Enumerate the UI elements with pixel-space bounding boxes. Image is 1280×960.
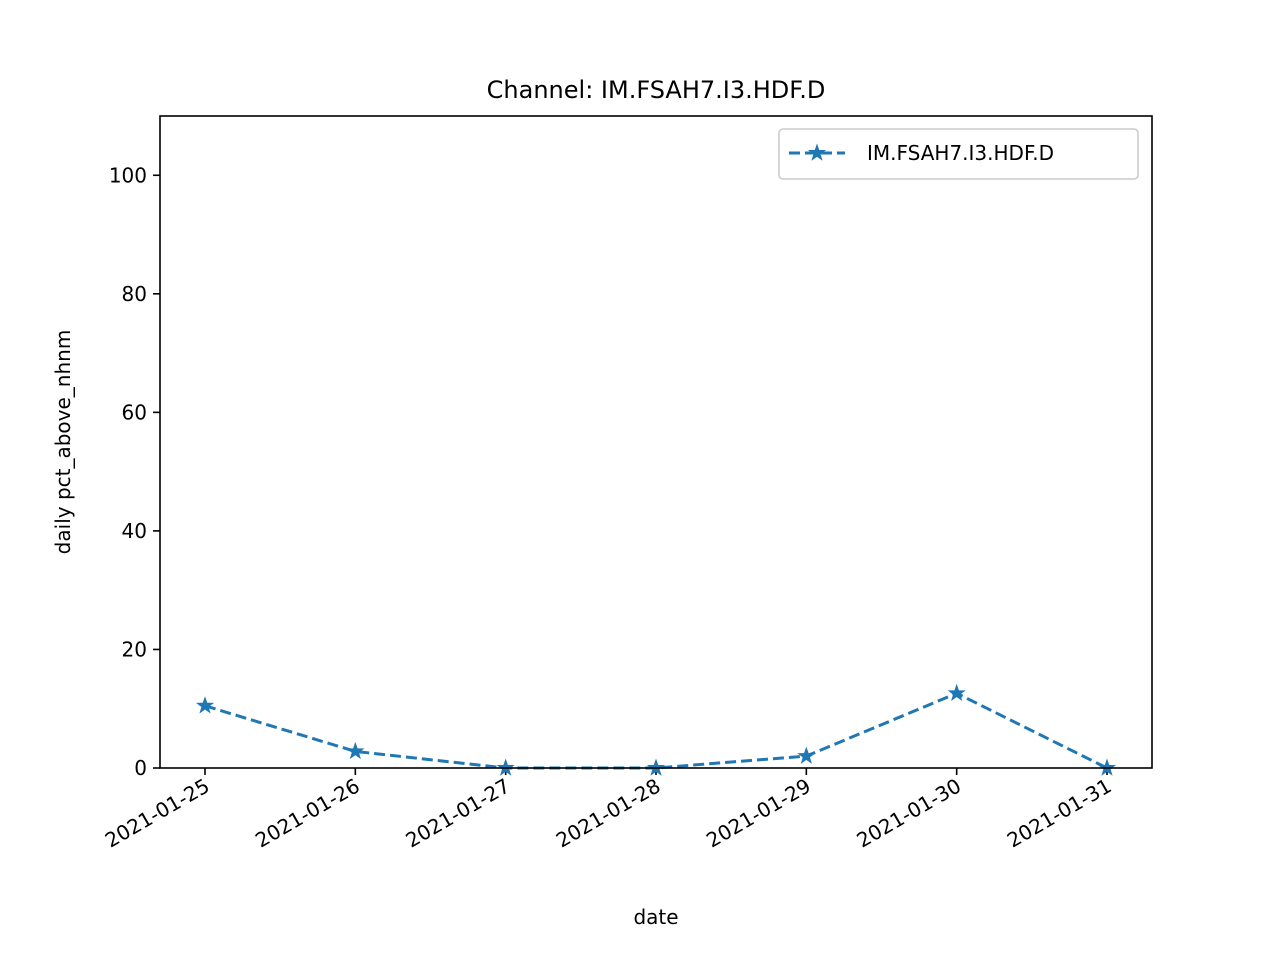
x-axis-label: date — [633, 905, 678, 929]
chart-title: Channel: IM.FSAH7.I3.HDF.D — [487, 76, 826, 104]
y-tick-label: 0 — [134, 756, 147, 780]
y-axis-ticks: 0 20 40 60 80 100 — [109, 163, 160, 780]
y-tick-label: 60 — [122, 400, 147, 424]
data-point-marker — [947, 683, 966, 702]
y-axis-label: daily pct_above_nhnm — [51, 330, 75, 555]
legend-star-marker — [807, 143, 827, 161]
legend-series-label: IM.FSAH7.I3.HDF.D — [867, 141, 1054, 165]
data-point-marker — [797, 746, 816, 764]
y-tick-label: 40 — [122, 519, 147, 543]
data-point-marker — [346, 741, 365, 760]
y-tick-label: 100 — [109, 163, 147, 187]
y-tick-label: 20 — [122, 637, 147, 661]
legend-box — [778, 128, 1139, 180]
legend: IM.FSAH7.I3.HDF.D — [778, 128, 1139, 180]
data-point-marker — [195, 696, 215, 714]
plot-area-frame — [159, 115, 1153, 769]
y-tick-label: 80 — [122, 282, 147, 306]
